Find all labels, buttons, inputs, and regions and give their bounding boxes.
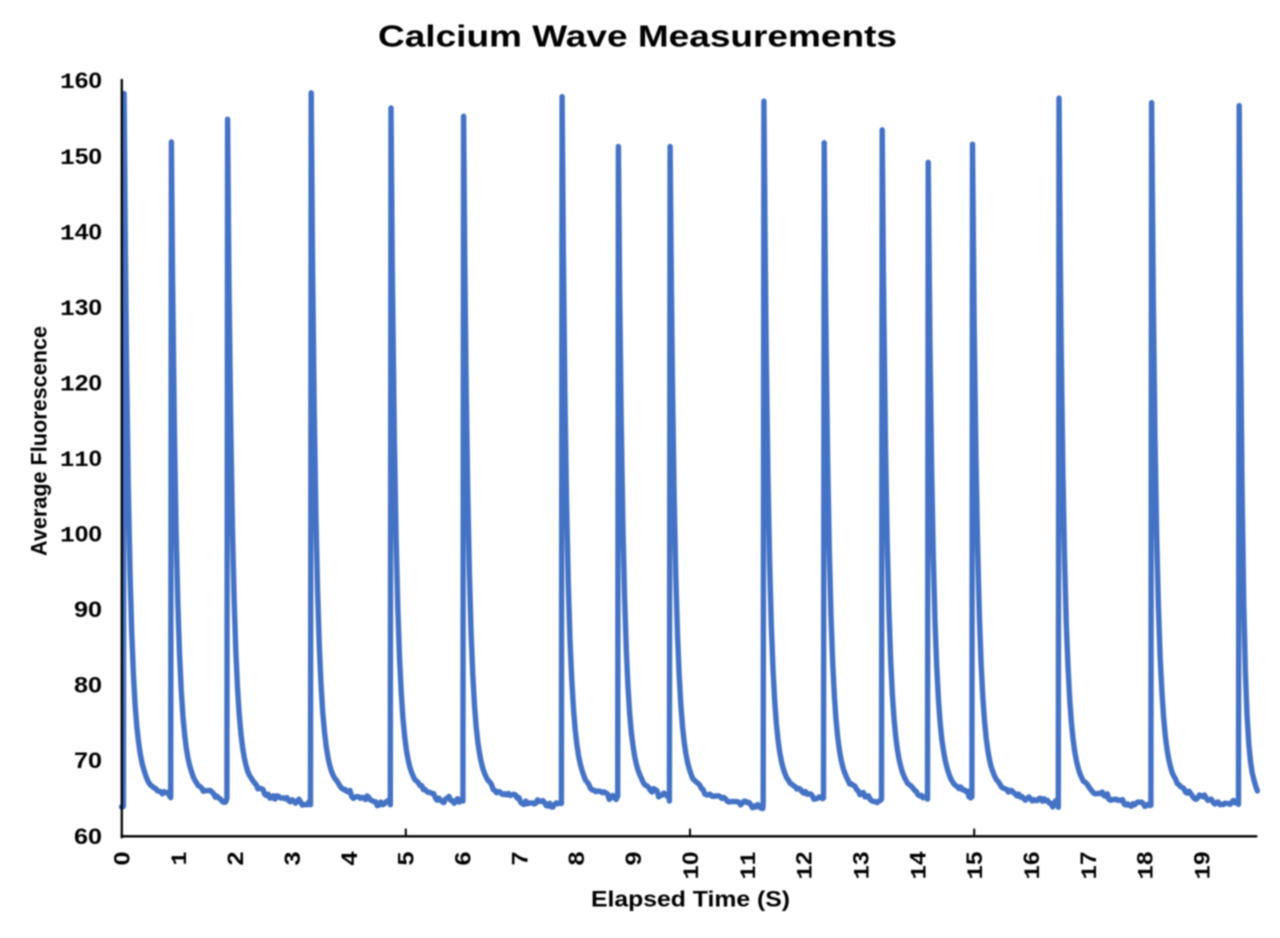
svg-text:0: 0 [109,852,134,866]
svg-text:14: 14 [905,851,932,880]
svg-text:6: 6 [451,852,476,866]
svg-text:150: 150 [60,144,102,171]
svg-text:140: 140 [60,219,102,246]
svg-text:9: 9 [621,852,646,866]
svg-text:12: 12 [792,852,819,880]
svg-text:80: 80 [74,673,102,698]
svg-text:Average Fluorescence: Average Fluorescence [27,326,52,556]
svg-text:4: 4 [337,851,362,866]
svg-text:15: 15 [962,852,989,880]
svg-text:13: 13 [849,852,876,880]
svg-text:8: 8 [564,852,589,866]
svg-text:160: 160 [60,68,102,95]
svg-text:7: 7 [507,852,532,866]
svg-text:60: 60 [74,824,102,849]
svg-text:90: 90 [74,597,102,622]
svg-text:100: 100 [60,522,102,549]
svg-text:17: 17 [1076,852,1103,880]
svg-text:130: 130 [60,295,102,322]
svg-text:Elapsed Time (S): Elapsed Time (S) [591,886,790,911]
svg-text:10: 10 [678,852,705,880]
svg-text:120: 120 [60,370,102,397]
svg-text:1: 1 [168,852,193,866]
svg-text:Calcium Wave Measurements: Calcium Wave Measurements [378,19,897,54]
svg-text:11: 11 [737,852,762,880]
svg-text:2: 2 [223,852,248,866]
svg-text:5: 5 [394,852,419,866]
svg-text:18: 18 [1133,852,1160,880]
svg-text:70: 70 [74,748,102,773]
svg-text:3: 3 [280,852,305,866]
svg-text:16: 16 [1019,852,1046,880]
svg-text:19: 19 [1190,852,1217,880]
svg-text:110: 110 [60,446,102,473]
